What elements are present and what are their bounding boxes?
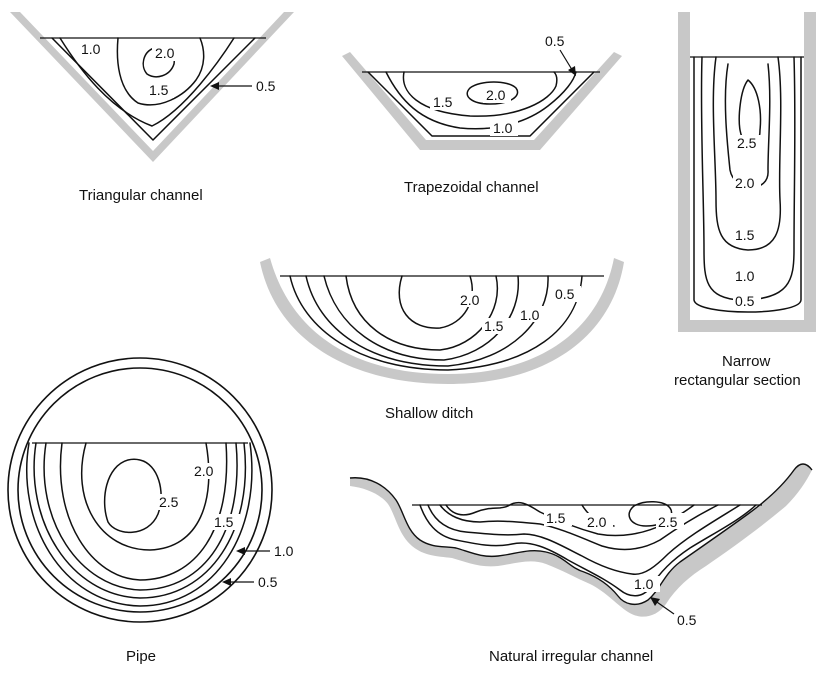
trapezoidal-isovel-2-0 <box>466 81 519 105</box>
narrow-rect-isovel-1-5 <box>712 56 782 251</box>
trapezoidal-caption: Trapezoidal channel <box>404 179 539 196</box>
natural-arrowhead-0-5 <box>650 597 660 606</box>
pipe-section: 2.0 2.5 1.5 1.0 0.5 Pipe <box>7 357 294 665</box>
pipe-isovel-1-5 <box>59 442 228 581</box>
shallow-ditch-isovel-0-5 <box>289 275 583 371</box>
triangular-label-0-5: 0.5 <box>256 78 276 94</box>
trapezoidal-label-0-5: 0.5 <box>545 33 565 49</box>
natural-label-1-0: 1.0 <box>634 576 654 592</box>
triangular-channel-section: 1.0 2.0 1.5 0.5 Triangular channel <box>10 12 294 204</box>
pipe-label-1-5: 1.5 <box>214 514 234 530</box>
triangular-label-1-5: 1.5 <box>149 82 169 98</box>
shallow-ditch-label-1-0: 1.0 <box>520 307 540 323</box>
narrow-rect-label-1-5: 1.5 <box>735 227 755 243</box>
triangular-label-2-0: 2.0 <box>155 45 175 61</box>
trapezoidal-channel-section: 1.5 2.0 1.0 0.5 Trapezoidal channel <box>342 33 622 196</box>
trapezoidal-isovel-1-0 <box>385 71 577 130</box>
triangular-label-1-0: 1.0 <box>81 41 101 57</box>
pipe-outer-wall <box>7 357 273 623</box>
trapezoidal-isovel-0-5 <box>367 71 595 137</box>
natural-label-0-5: 0.5 <box>677 612 697 628</box>
pipe-arrowhead-0-5 <box>222 578 231 586</box>
trapezoidal-label-2-0: 2.0 <box>486 87 506 103</box>
natural-isovel-0-5 <box>419 504 757 597</box>
natural-label-1-5: 1.5 <box>546 510 566 526</box>
narrow-rect-isovel-0-5 <box>693 56 802 313</box>
trapezoidal-isovel-1-5 <box>402 71 558 117</box>
shallow-ditch-wall <box>260 258 624 384</box>
natural-label-2-0: 2.0 <box>587 514 607 530</box>
shallow-ditch-label-0-5: 0.5 <box>555 286 575 302</box>
pipe-arrowhead-1-0 <box>236 547 245 555</box>
triangular-isovel-1-5 <box>116 37 205 106</box>
triangular-isovel-0-5 <box>51 37 256 141</box>
pipe-isovel-2-5 <box>103 458 162 534</box>
narrow-rect-label-2-0: 2.0 <box>735 175 755 191</box>
natural-channel-bed-edge <box>349 463 813 606</box>
natural-irregular-channel-section: 1.5 2.0 2.5 1.0 0.5 Natural irregular ch… <box>349 463 813 665</box>
shallow-ditch-section: 2.0 1.5 1.0 0.5 Shallow ditch <box>260 258 624 422</box>
narrow-rect-label-0-5: 0.5 <box>735 293 755 309</box>
narrow-rect-caption-line-2: rectangular section <box>674 372 801 389</box>
pipe-label-1-0: 1.0 <box>274 543 294 559</box>
shallow-ditch-isovel-1-5 <box>323 275 520 361</box>
narrow-rect-label-1-0: 1.0 <box>735 268 755 284</box>
pipe-inner-wall <box>17 367 263 613</box>
pipe-caption: Pipe <box>126 648 156 665</box>
pipe-label-2-5: 2.5 <box>159 494 179 510</box>
shallow-ditch-isovel-1-5b <box>345 275 499 351</box>
trapezoidal-channel-wall <box>342 52 622 150</box>
triangular-isovel-1-0 <box>59 37 235 127</box>
natural-channel-bed <box>350 464 812 617</box>
pipe-label-2-0: 2.0 <box>194 463 214 479</box>
natural-label-2-5: 2.5 <box>658 514 678 530</box>
shallow-ditch-caption: Shallow ditch <box>385 405 473 422</box>
pipe-label-0-5: 0.5 <box>258 574 278 590</box>
narrow-rect-isovel-2-0 <box>724 63 771 188</box>
triangular-caption: Triangular channel <box>79 187 203 204</box>
trapezoidal-arrowhead-0-5 <box>568 66 576 76</box>
narrow-rect-label-2-5: 2.5 <box>737 135 757 151</box>
natural-isovel-1-5 <box>439 504 719 551</box>
natural-isovel-1-0 <box>427 504 741 575</box>
shallow-ditch-label-1-5: 1.5 <box>484 318 504 334</box>
pipe-isovel-0-5 <box>26 442 253 607</box>
narrow-rectangular-section: 2.5 2.0 1.5 1.0 0.5 Narrow rectangular s… <box>674 12 816 389</box>
natural-caption: Natural irregular channel <box>489 648 653 665</box>
triangular-arrowhead-0-5 <box>210 82 219 90</box>
pipe-isovel-2-0 <box>81 442 210 551</box>
trapezoidal-label-1-5: 1.5 <box>433 94 453 110</box>
shallow-ditch-label-2-0: 2.0 <box>460 292 480 308</box>
narrow-rect-caption-line-1: Narrow <box>722 353 771 370</box>
trapezoidal-label-1-0: 1.0 <box>493 120 513 136</box>
